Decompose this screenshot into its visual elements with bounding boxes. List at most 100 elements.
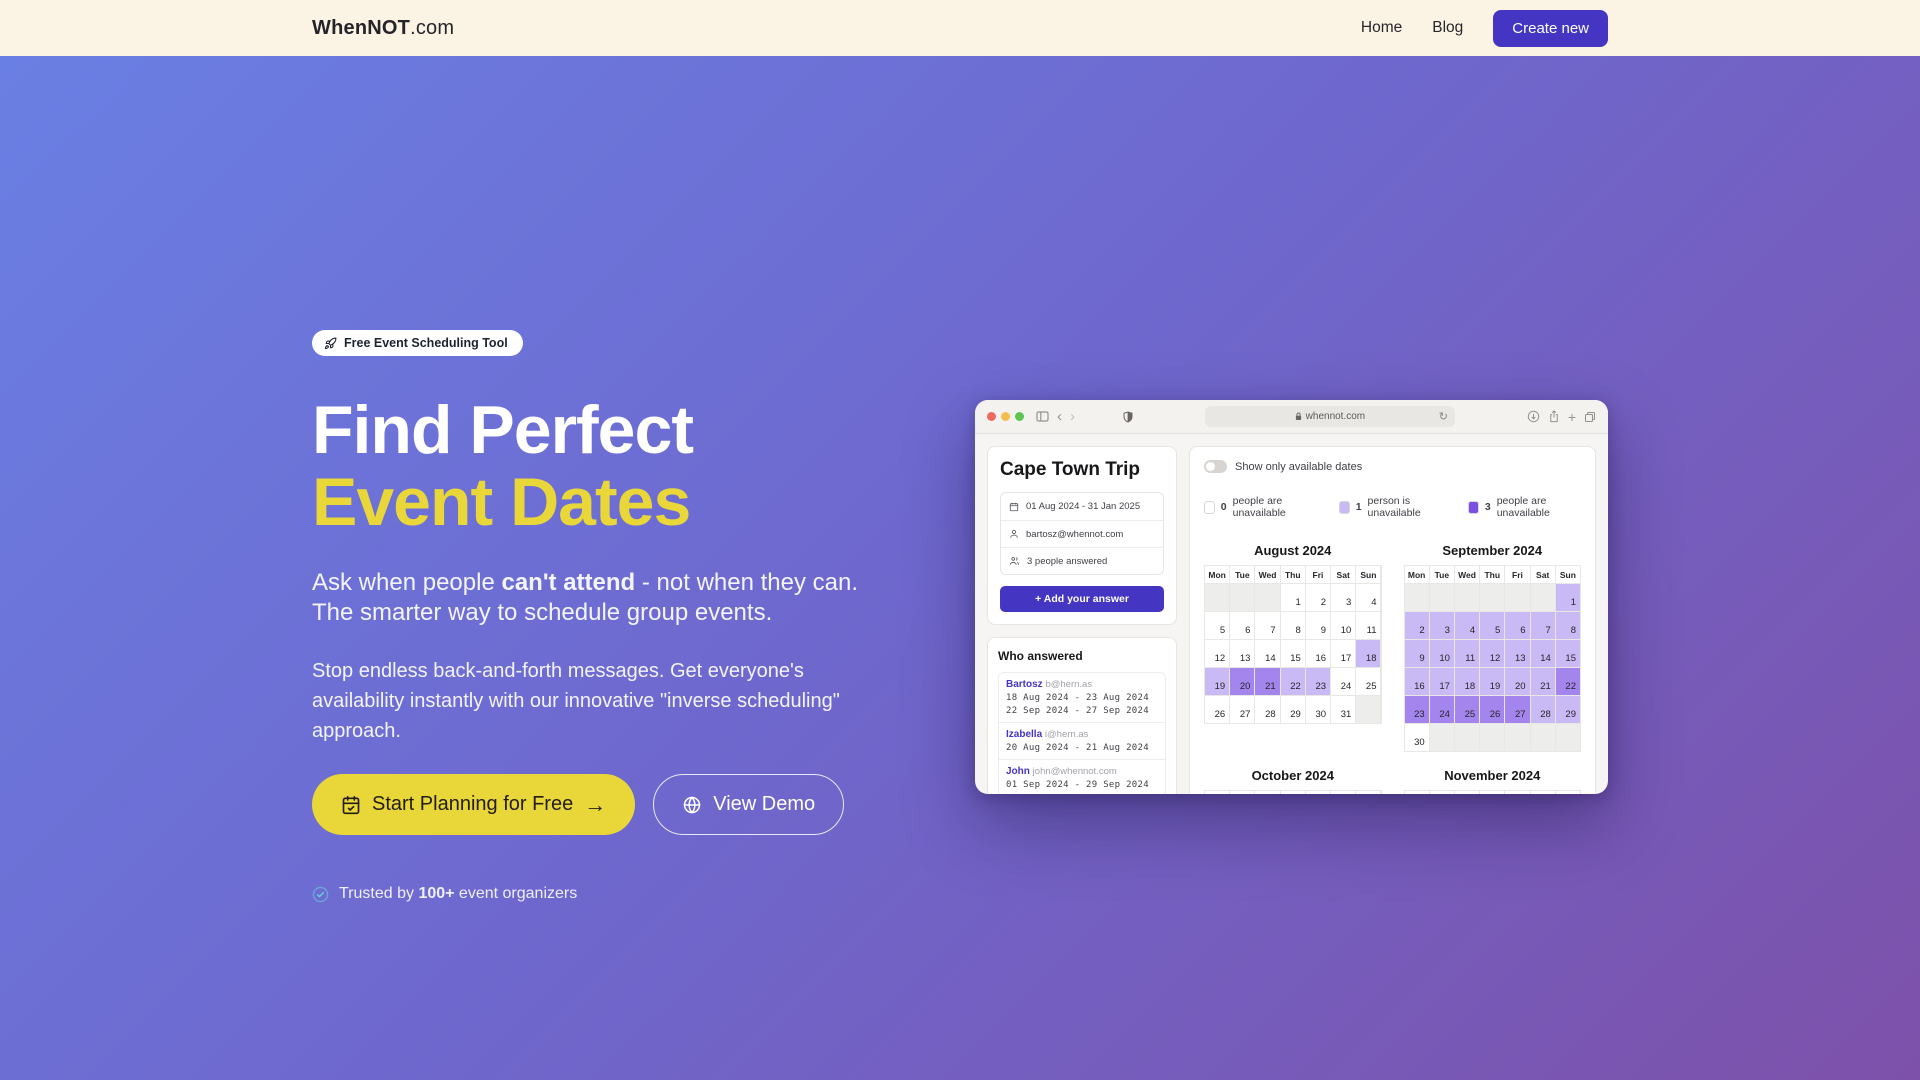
calendar-day-cell[interactable]: 3	[1331, 584, 1356, 611]
calendar-day-cell[interactable]: 26	[1205, 696, 1230, 723]
calendar-day-cell[interactable]: 13	[1230, 640, 1255, 667]
calendar-day-cell[interactable]: 8	[1280, 612, 1305, 639]
tabs-icon[interactable]	[1584, 411, 1596, 423]
day-number: 4	[1371, 597, 1377, 608]
calendar-day-cell[interactable]: 20	[1505, 668, 1530, 695]
calendar-day-cell[interactable]: 18	[1356, 640, 1381, 667]
view-demo-button[interactable]: View Demo	[653, 774, 845, 835]
calendar-day-cell[interactable]: 9	[1404, 640, 1429, 667]
calendar-day-cell[interactable]: 12	[1205, 640, 1230, 667]
nav-link-blog[interactable]: Blog	[1432, 19, 1464, 36]
shield-icon[interactable]	[1123, 410, 1133, 423]
minimize-window-icon[interactable]	[1001, 412, 1010, 421]
show-available-toggle[interactable]	[1204, 460, 1227, 473]
calendar-day-cell[interactable]: 19	[1205, 668, 1230, 695]
calendar-day-cell[interactable]: 12	[1480, 640, 1505, 667]
calendar-day-cell[interactable]: 27	[1505, 696, 1530, 723]
calendar-day-cell[interactable]: 21	[1530, 668, 1555, 695]
calendar-day-cell[interactable]: 9	[1305, 612, 1331, 639]
nav-link-home[interactable]: Home	[1360, 19, 1403, 36]
calendar-day-cell[interactable]: 30	[1404, 724, 1429, 751]
brand-logo[interactable]: WhenNOT.com	[312, 17, 454, 40]
legend-label: people are unavailable	[1232, 495, 1286, 519]
calendar-day-cell[interactable]: 2	[1305, 584, 1331, 611]
calendar-day-cell[interactable]: 26	[1480, 696, 1505, 723]
calendar-day-cell[interactable]: 25	[1356, 668, 1381, 695]
day-number: 21	[1540, 681, 1551, 692]
calendar-day-cell[interactable]: 16	[1404, 668, 1429, 695]
calendar-day-cell[interactable]: 6	[1505, 612, 1530, 639]
calendar-day-cell[interactable]: 7	[1530, 612, 1555, 639]
calendar-day-cell[interactable]: 3	[1429, 612, 1454, 639]
calendar-day-cell[interactable]: 25	[1454, 696, 1480, 723]
calendar-day-cell[interactable]: 11	[1454, 640, 1480, 667]
calendar-day-cell[interactable]: 15	[1555, 640, 1580, 667]
forward-icon[interactable]: ›	[1070, 408, 1075, 425]
calendar-day-cell[interactable]: 20	[1230, 668, 1255, 695]
calendar-day-cell[interactable]: 17	[1429, 668, 1454, 695]
calendar-day-cell[interactable]: 31	[1331, 696, 1356, 723]
calendar-day-cell[interactable]: 23	[1404, 696, 1429, 723]
calendar-day-cell[interactable]: 24	[1331, 668, 1356, 695]
back-icon[interactable]: ‹	[1057, 408, 1062, 425]
calendar-day-cell[interactable]: 14	[1255, 640, 1280, 667]
share-icon[interactable]	[1548, 410, 1560, 423]
calendar-day-cell[interactable]: 30	[1305, 696, 1331, 723]
calendar-day-cell[interactable]: 4	[1454, 612, 1480, 639]
calendar-day-cell[interactable]: 2	[1404, 612, 1429, 639]
calendar-day-cell[interactable]: 15	[1280, 640, 1305, 667]
trusted-row: Trusted by 100+ event organizers	[312, 885, 960, 903]
legend-swatch-white	[1204, 500, 1215, 514]
weekday-header: Tue	[1429, 791, 1454, 794]
answer-range: 01 Sep 2024 - 29 Sep 2024	[1006, 780, 1149, 790]
new-tab-icon[interactable]: +	[1567, 408, 1576, 425]
calendar-day-cell[interactable]: 10	[1331, 612, 1356, 639]
trusted-post: event organizers	[454, 885, 578, 902]
calendar-day-cell[interactable]: 29	[1555, 696, 1580, 723]
answer-range: 18 Aug 2024 - 23 Aug 2024	[1006, 693, 1149, 703]
add-answer-button[interactable]: + Add your answer	[1000, 586, 1164, 612]
calendar-day-cell[interactable]: 19	[1480, 668, 1505, 695]
close-window-icon[interactable]	[987, 412, 996, 421]
day-number: 29	[1565, 709, 1576, 720]
calendar-day-cell[interactable]: 8	[1555, 612, 1580, 639]
calendar-day-cell[interactable]: 5	[1480, 612, 1505, 639]
toggle-label: Show only available dates	[1235, 460, 1363, 473]
day-number: 28	[1540, 709, 1551, 720]
day-number: 26	[1214, 709, 1226, 720]
calendar-day-cell[interactable]: 28	[1255, 696, 1280, 723]
calendar-day-cell[interactable]: 22	[1555, 668, 1580, 695]
legend-row: 0 people are unavailable 1 person is unava…	[1204, 495, 1581, 519]
calendar-day-cell[interactable]: 29	[1280, 696, 1305, 723]
calendar-day-cell[interactable]: 11	[1356, 612, 1381, 639]
calendar-day-cell[interactable]: 23	[1305, 668, 1331, 695]
calendar-day-cell[interactable]: 18	[1454, 668, 1480, 695]
download-icon[interactable]	[1527, 410, 1540, 423]
day-number: 2	[1419, 625, 1425, 636]
calendar-day-cell[interactable]: 27	[1230, 696, 1255, 723]
calendar-empty-cell	[1480, 584, 1505, 611]
url-bar[interactable]: whennot.com ↻	[1204, 406, 1455, 427]
refresh-icon[interactable]: ↻	[1438, 411, 1448, 423]
start-planning-button[interactable]: Start Planning for Free →	[312, 774, 636, 835]
calendar-day-cell[interactable]: 13	[1505, 640, 1530, 667]
calendar-day-cell[interactable]: 7	[1255, 612, 1280, 639]
calendar-day-cell[interactable]: 4	[1356, 584, 1381, 611]
calendar-day-cell[interactable]: 17	[1331, 640, 1356, 667]
weekday-header: Fri	[1505, 791, 1530, 794]
toggle-row: Show only available dates	[1204, 460, 1581, 473]
calendar-day-cell[interactable]: 22	[1280, 668, 1305, 695]
zoom-window-icon[interactable]	[1015, 412, 1024, 421]
create-new-button[interactable]: Create new	[1493, 9, 1608, 47]
calendar-day-cell[interactable]: 21	[1255, 668, 1280, 695]
calendar-day-cell[interactable]: 16	[1305, 640, 1331, 667]
calendar-day-cell[interactable]: 5	[1205, 612, 1230, 639]
calendar-day-cell[interactable]: 10	[1429, 640, 1454, 667]
calendar-day-cell[interactable]: 28	[1530, 696, 1555, 723]
sidebar-icon[interactable]	[1036, 411, 1049, 422]
calendar-day-cell[interactable]: 14	[1530, 640, 1555, 667]
calendar-day-cell[interactable]: 1	[1280, 584, 1305, 611]
calendar-day-cell[interactable]: 24	[1429, 696, 1454, 723]
calendar-day-cell[interactable]: 6	[1230, 612, 1255, 639]
calendar-day-cell[interactable]: 1	[1555, 584, 1580, 611]
